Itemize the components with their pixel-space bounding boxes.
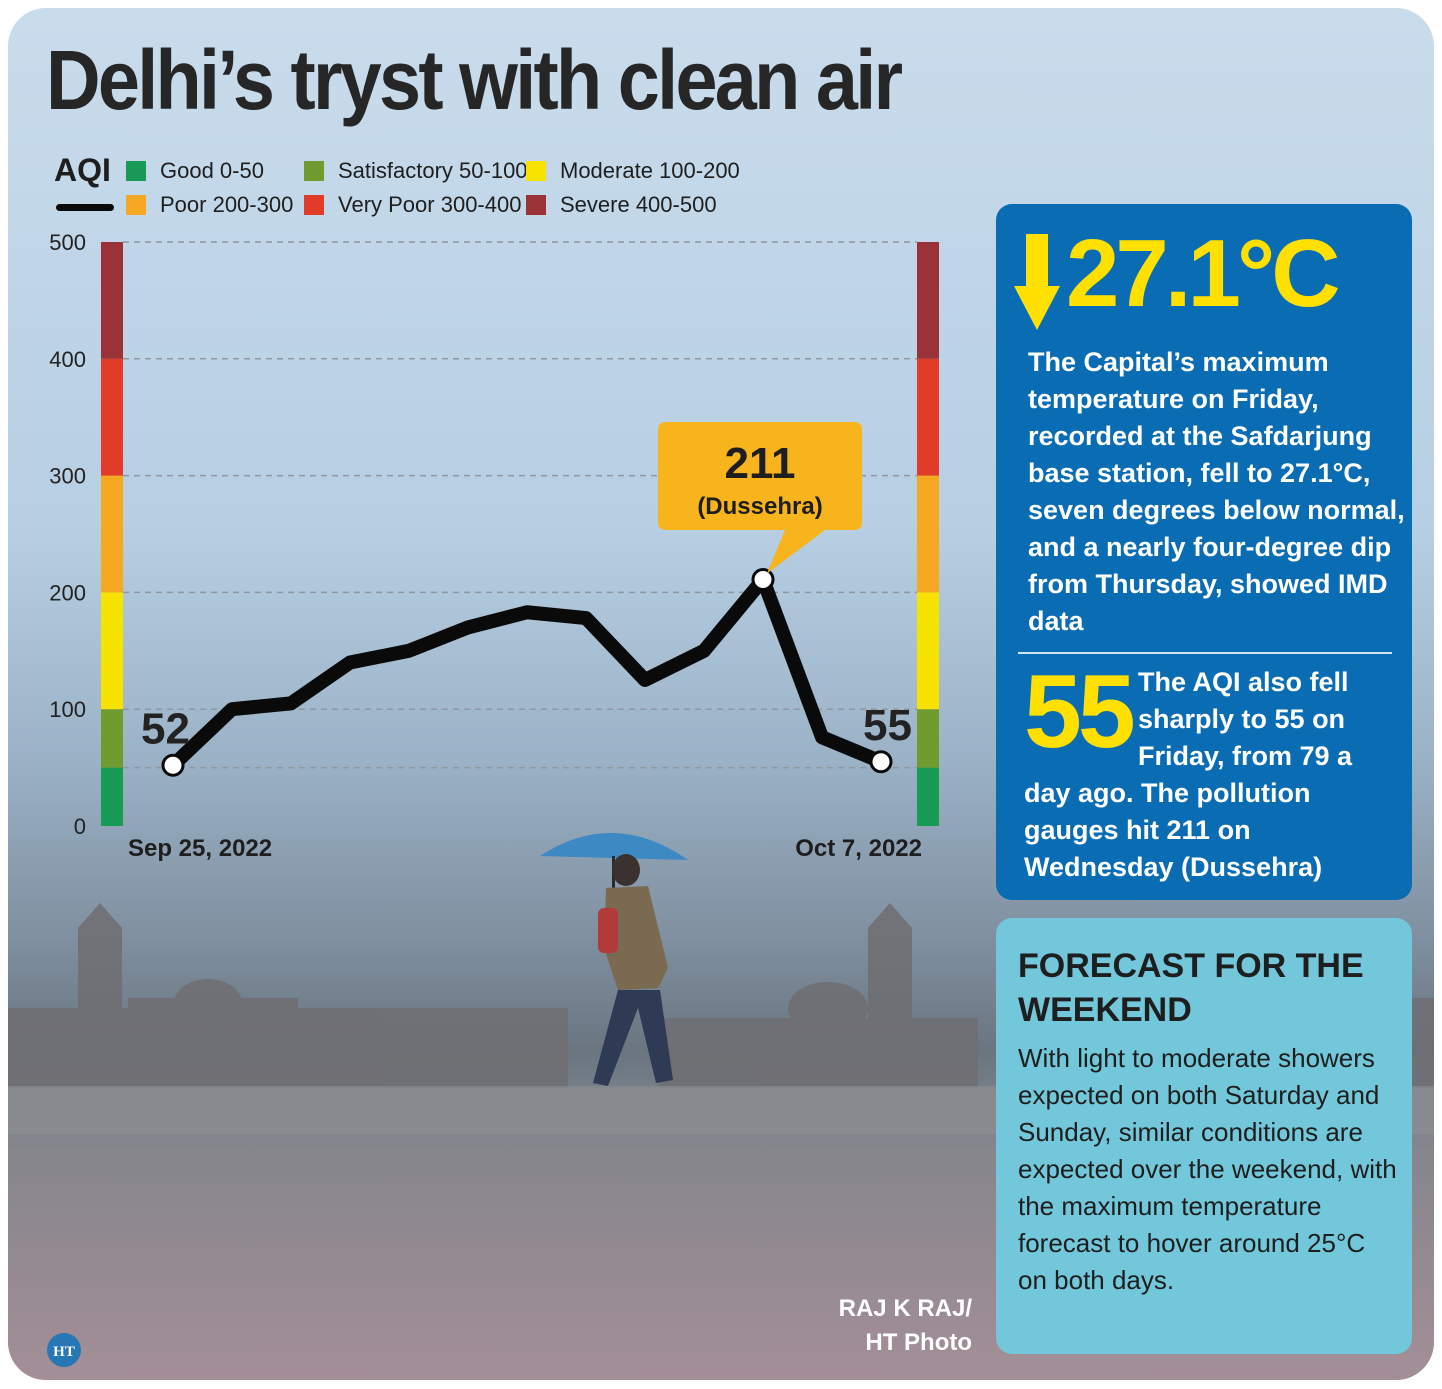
legend-swatch-satisfactory bbox=[304, 161, 324, 181]
legend-label-satisfactory: Satisfactory 50-100 bbox=[338, 158, 528, 183]
ht-logo: HT bbox=[47, 1333, 81, 1367]
legend-item-good: Good 0-50 bbox=[126, 160, 264, 182]
legend-label-moderate: Moderate 100-200 bbox=[560, 158, 740, 183]
temperature-panel: 27.1°C The Capital’s maximum temperature… bbox=[996, 204, 1412, 900]
panel-divider bbox=[1018, 652, 1392, 654]
band-left-5 bbox=[101, 242, 123, 359]
photo-credit: RAJ K RAJ/ HT Photo bbox=[820, 1292, 972, 1360]
legend-item-severe: Severe 400-500 bbox=[526, 194, 717, 216]
forecast-title: FORECAST FOR THE WEEKEND bbox=[1018, 947, 1364, 1029]
aqi-series-points bbox=[161, 568, 893, 777]
photo-credit-line2: HT Photo bbox=[865, 1329, 972, 1356]
temperature-description: The Capital’s maximum temperature on Fri… bbox=[1028, 347, 1405, 636]
callout-bubble bbox=[658, 422, 862, 574]
start-value-label: 52 bbox=[141, 704, 190, 753]
aqi-series-line bbox=[166, 572, 888, 773]
legend-swatch-very-poor bbox=[304, 195, 324, 215]
band-right-1 bbox=[917, 709, 939, 768]
band-left-1 bbox=[101, 709, 123, 768]
band-left-3 bbox=[101, 475, 123, 593]
band-left-2 bbox=[101, 592, 123, 710]
aqi-fact-text: The AQI also fell sharply to 55 on Frida… bbox=[1138, 667, 1353, 771]
y-tick-400: 400 bbox=[49, 347, 86, 372]
y-axis-ticks: 0 100 200 300 400 500 bbox=[49, 230, 86, 839]
legend-swatch-good bbox=[126, 161, 146, 181]
legend-label-severe: Severe 400-500 bbox=[560, 192, 717, 217]
forecast-panel: FORECAST FOR THE WEEKEND With light to m… bbox=[996, 918, 1412, 1354]
legend-label-poor: Poor 200-300 bbox=[160, 192, 294, 217]
point-12 bbox=[869, 750, 893, 774]
aqi-line-chart: 0 100 200 300 400 500 52 55 Sep 25, 2022 Oct … bbox=[49, 230, 939, 862]
band-right-2 bbox=[917, 592, 939, 710]
band-right-3 bbox=[917, 475, 939, 593]
point-10 bbox=[751, 568, 775, 592]
band-right-5 bbox=[917, 242, 939, 359]
aqi-line-key bbox=[56, 204, 114, 211]
callout-text: (Dussehra) bbox=[697, 493, 822, 520]
ht-logo-text: HT bbox=[53, 1344, 75, 1360]
aqi-fact-value: 55 bbox=[1024, 654, 1136, 770]
legend-item-satisfactory: Satisfactory 50-100 bbox=[304, 160, 528, 182]
band-right-0 bbox=[917, 767, 939, 826]
temperature-value: 27.1°C bbox=[1066, 220, 1341, 327]
y-tick-200: 200 bbox=[49, 580, 86, 605]
x-tick-end: Oct 7, 2022 bbox=[795, 835, 922, 862]
legend-swatch-severe bbox=[526, 195, 546, 215]
band-right-4 bbox=[917, 358, 939, 476]
page-title: Delhi’s tryst with clean air bbox=[46, 33, 903, 127]
legend-label-very-poor: Very Poor 300-400 bbox=[338, 192, 522, 217]
down-arrow-icon bbox=[1014, 234, 1060, 330]
aqi-legend-label: AQI bbox=[54, 152, 111, 188]
end-value-label: 55 bbox=[863, 701, 912, 750]
forecast-text: With light to moderate showers expected … bbox=[1018, 1043, 1397, 1295]
y-tick-0: 0 bbox=[74, 814, 86, 839]
callout-value: 211 bbox=[725, 439, 796, 488]
band-left-4 bbox=[101, 358, 123, 476]
aqi-fact-text-continued: day ago. The pollution gauges hit 211 on… bbox=[1024, 778, 1323, 882]
aqi-band-scale-left bbox=[101, 242, 123, 826]
dussehra-callout: 211 (Dussehra) bbox=[658, 422, 862, 574]
legend-label-good: Good 0-50 bbox=[160, 158, 264, 183]
photo-credit-line1: RAJ K RAJ/ bbox=[838, 1295, 972, 1322]
y-tick-100: 100 bbox=[49, 697, 86, 722]
point-0 bbox=[161, 753, 185, 777]
infographic-card: Delhi’s tryst with clean air AQI Good 0-… bbox=[8, 8, 1434, 1380]
person-with-umbrella bbox=[540, 832, 688, 1086]
legend-swatch-poor bbox=[126, 195, 146, 215]
legend-item-moderate: Moderate 100-200 bbox=[526, 160, 740, 182]
band-left-0 bbox=[101, 767, 123, 826]
skyline bbox=[8, 903, 1434, 1098]
legend-swatch-moderate bbox=[526, 161, 546, 181]
y-tick-300: 300 bbox=[49, 464, 86, 489]
y-tick-500: 500 bbox=[49, 230, 86, 255]
aqi-band-scale-right bbox=[917, 242, 939, 826]
legend-item-very-poor: Very Poor 300-400 bbox=[304, 194, 521, 216]
legend-item-poor: Poor 200-300 bbox=[126, 194, 293, 216]
x-tick-start: Sep 25, 2022 bbox=[128, 835, 272, 862]
